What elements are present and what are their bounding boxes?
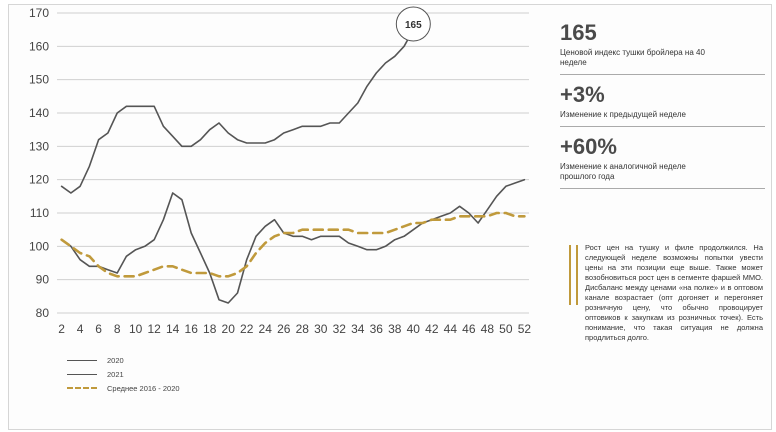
- divider: [560, 188, 765, 189]
- x-tick-label: 18: [203, 322, 217, 336]
- x-tick-label: 24: [259, 322, 273, 336]
- x-tick-label: 50: [499, 322, 513, 336]
- y-tick-label: 150: [29, 73, 49, 87]
- y-tick-label: 100: [29, 239, 49, 253]
- y-tick-label: 90: [36, 273, 50, 287]
- stat-index-caption: Ценовой индекс тушки бройлера на 40 неде…: [560, 48, 705, 67]
- stat-year-change-value: +60%: [560, 134, 617, 159]
- legend-swatch-2021: [67, 373, 97, 375]
- legend: 2020 2021 Среднее 2016 - 2020: [67, 353, 180, 395]
- x-tick-label: 52: [518, 322, 532, 336]
- commentary-block: Рост цен на тушку и филе продолжился. На…: [569, 243, 765, 415]
- x-tick-label: 48: [481, 322, 495, 336]
- x-tick-label: 6: [95, 322, 102, 336]
- commentary-text: Рост цен на тушку и филе продолжился. На…: [585, 243, 763, 342]
- accent-bar: [569, 245, 578, 305]
- stats-panel: 165 Ценовой индекс тушки бройлера на 40 …: [560, 20, 765, 196]
- legend-item-2021: 2021: [67, 367, 180, 381]
- legend-swatch-2020: [67, 359, 97, 361]
- y-tick-label: 130: [29, 139, 49, 153]
- legend-label-2021: 2021: [107, 369, 124, 379]
- callout-label: 165: [405, 20, 422, 31]
- x-tick-label: 36: [370, 322, 384, 336]
- x-tick-label: 42: [425, 322, 439, 336]
- x-tick-label: 20: [222, 322, 236, 336]
- x-tick-label: 12: [147, 322, 161, 336]
- series-line-1: [60, 28, 415, 194]
- divider: [560, 126, 765, 127]
- chart-card: 80 90 100 110 120 130 140 150 160 170 2 4 6 8 10 12 14 16…: [8, 4, 772, 430]
- y-tick-label: 80: [36, 306, 50, 320]
- y-tick-label: 110: [30, 206, 49, 220]
- x-tick-label: 4: [77, 322, 84, 336]
- stat-year-change-caption: Изменение к аналогичной неделе прошлого …: [560, 162, 686, 181]
- x-tick-label: 44: [444, 322, 458, 336]
- x-tick-label: 28: [296, 322, 310, 336]
- x-tick-label: 30: [314, 322, 328, 336]
- legend-label-average: Среднее 2016 - 2020: [107, 383, 180, 393]
- x-tick-label: 40: [407, 322, 421, 336]
- legend-swatch-average: [67, 387, 97, 389]
- x-tick-label: 32: [333, 322, 347, 336]
- x-tick-label: 46: [462, 322, 476, 336]
- x-tick-label: 2: [58, 322, 65, 336]
- stat-week-change-caption: Изменение к предыдущей неделе: [560, 110, 686, 119]
- series-line-0: [60, 178, 526, 304]
- divider: [560, 74, 765, 75]
- series-line-2: [60, 211, 526, 278]
- x-tick-label: 26: [277, 322, 291, 336]
- x-tick-label: 8: [114, 322, 121, 336]
- legend-label-2020: 2020: [107, 355, 124, 365]
- y-tick-label: 140: [29, 106, 49, 120]
- x-tick-label: 34: [351, 322, 365, 336]
- y-tick-label: 170: [29, 6, 49, 20]
- x-tick-label: 10: [129, 322, 143, 336]
- x-tick-label: 22: [240, 322, 254, 336]
- x-tick-label: 38: [388, 322, 402, 336]
- y-tick-label: 160: [29, 39, 49, 53]
- stat-index-value: 165: [560, 20, 597, 45]
- callout-bubble: [395, 6, 431, 42]
- stat-week-change-value: +3%: [560, 82, 605, 107]
- x-tick-label: 16: [185, 322, 199, 336]
- legend-item-average: Среднее 2016 - 2020: [67, 381, 180, 395]
- x-tick-label: 14: [166, 322, 180, 336]
- legend-item-2020: 2020: [67, 353, 180, 367]
- y-tick-label: 120: [29, 173, 49, 187]
